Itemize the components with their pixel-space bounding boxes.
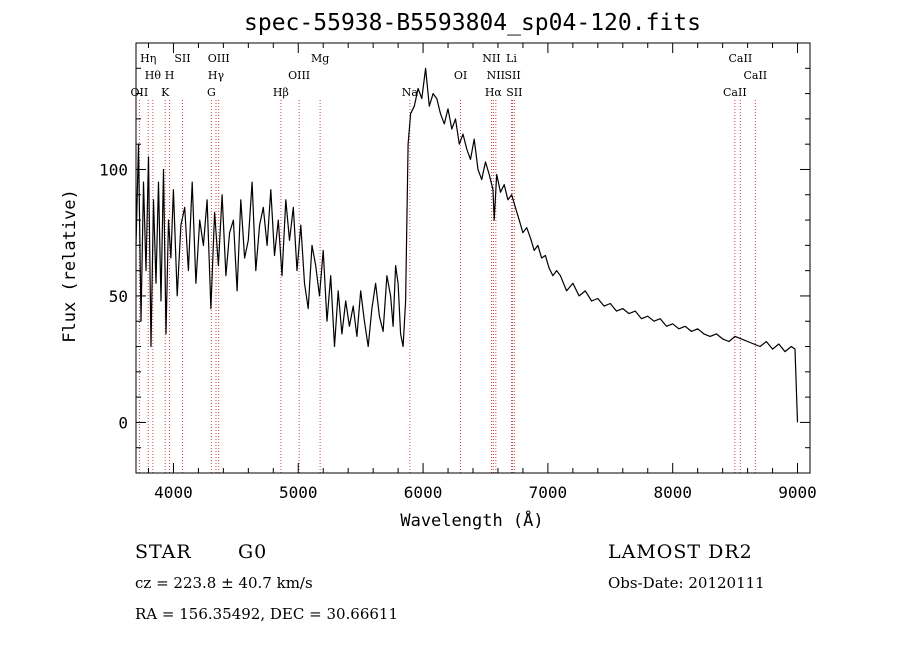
- observation-date: Obs-Date: 20120111: [608, 574, 765, 592]
- line-label: Hβ: [273, 86, 289, 99]
- spectral-subclass: G0: [238, 541, 268, 563]
- redshift-readout: cz = 223.8 ± 40.7 km/s: [135, 574, 313, 592]
- x-tick-label: 6000: [404, 483, 443, 502]
- line-label: H: [165, 69, 175, 82]
- survey-name: LAMOST DR2: [608, 541, 753, 563]
- line-label: CaII: [723, 86, 747, 99]
- x-tick-label: 7000: [529, 483, 568, 502]
- line-label: CaII: [729, 52, 753, 65]
- coordinates-readout: RA = 156.35492, DEC = 30.66611: [135, 605, 399, 623]
- line-label: Na: [402, 86, 419, 99]
- line-label: Hα: [485, 86, 503, 99]
- line-label: Li: [506, 52, 517, 65]
- y-tick-label: 50: [109, 287, 128, 306]
- object-class: STAR: [135, 541, 192, 563]
- line-label: CaII: [743, 69, 767, 82]
- line-label: OIII: [208, 52, 230, 65]
- y-tick-label: 100: [99, 160, 128, 179]
- line-label: SII: [174, 52, 190, 65]
- line-label: Hθ: [145, 69, 162, 82]
- line-label: SII: [504, 69, 520, 82]
- line-label: Mg: [311, 52, 329, 65]
- line-label: NII: [487, 69, 505, 82]
- line-label: Hη: [140, 52, 156, 65]
- line-label: NII: [482, 52, 500, 65]
- x-tick-label: 4000: [154, 483, 193, 502]
- x-axis-label: Wavelength (Å): [400, 511, 544, 531]
- y-tick-label: 0: [118, 413, 128, 432]
- line-label: SII: [506, 86, 522, 99]
- x-tick-label: 8000: [653, 483, 692, 502]
- spectrum-line: [135, 67, 799, 423]
- plot-frame: [135, 42, 811, 474]
- x-tick-label: 5000: [279, 483, 318, 502]
- line-label: OI: [454, 69, 467, 82]
- line-label: OII: [131, 86, 149, 99]
- x-tick-label: 9000: [778, 483, 817, 502]
- y-axis-label: Flux (relative): [60, 189, 80, 343]
- line-label: G: [207, 86, 216, 99]
- line-label: K: [161, 86, 170, 99]
- line-label: OIII: [288, 69, 310, 82]
- chart-title: spec-55938-B5593804_sp04-120.fits: [244, 10, 701, 36]
- line-label: Hγ: [208, 69, 225, 82]
